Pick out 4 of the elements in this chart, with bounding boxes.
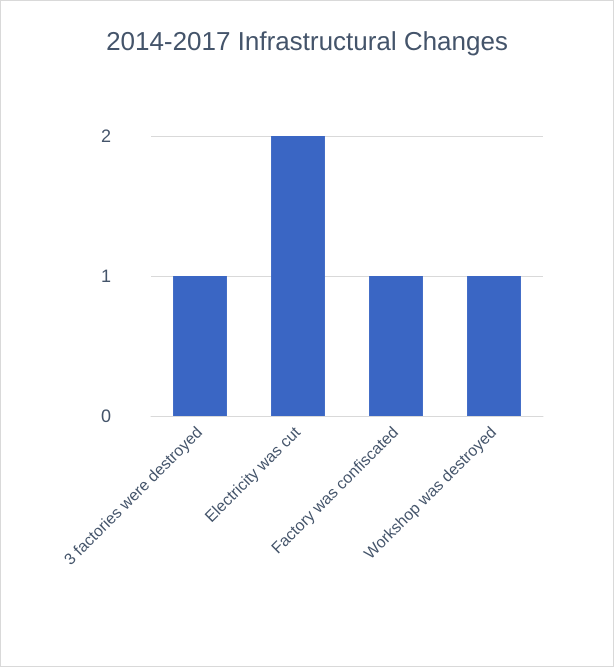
y-tick-label: 1 <box>100 266 111 286</box>
y-tick-label: 2 <box>100 126 111 146</box>
chart-title: 2014-2017 Infrastructural Changes <box>106 26 508 56</box>
y-tick-label: 0 <box>100 406 111 426</box>
